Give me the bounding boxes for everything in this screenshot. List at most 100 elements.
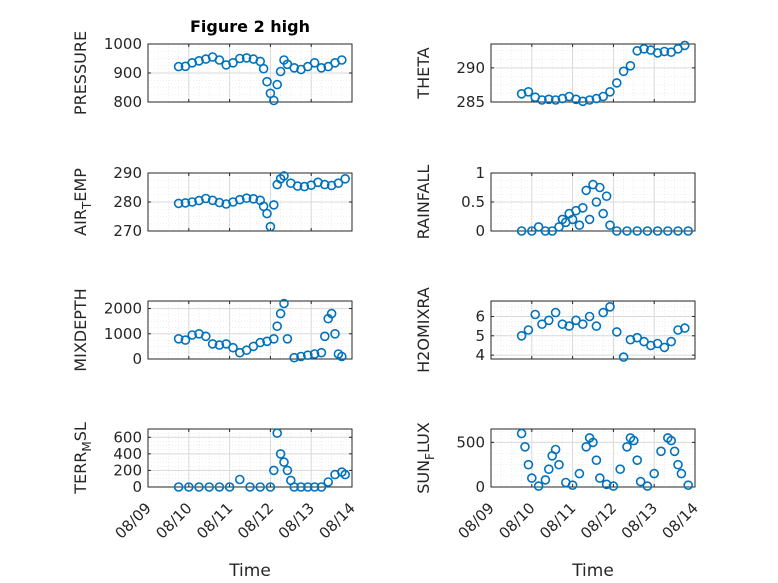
- y-axis-label: AIRTEMP: [71, 168, 94, 236]
- data-point: [265, 482, 276, 492]
- y-tick-label: 900: [113, 64, 142, 82]
- data-point: [567, 480, 578, 491]
- data-point: [601, 191, 612, 201]
- data-point: [567, 214, 578, 225]
- y-tick-label: 400: [113, 445, 142, 463]
- data-point: [584, 95, 595, 105]
- data-point: [540, 475, 551, 485]
- data-point: [309, 57, 320, 68]
- y-tick-label: 0: [132, 478, 142, 496]
- data-point: [272, 428, 283, 438]
- data-point: [615, 464, 626, 475]
- data-point: [652, 48, 663, 58]
- data-point: [302, 350, 313, 361]
- data-point: [289, 63, 300, 73]
- data-point: [550, 444, 561, 455]
- data-point: [245, 482, 255, 492]
- data-point: [608, 481, 619, 491]
- subplot: 800 900 1000 PRESSURE Figure 2 high: [71, 17, 353, 115]
- axes-frame: [147, 300, 353, 360]
- data-point: [533, 481, 544, 491]
- data-point: [601, 479, 612, 490]
- data-point: [577, 203, 588, 213]
- data-point: [173, 61, 184, 72]
- data-point: [340, 469, 351, 480]
- data-point: [622, 226, 632, 236]
- data-point: [520, 441, 530, 452]
- data-point: [611, 327, 622, 337]
- data-point: [605, 301, 615, 312]
- data-point: [289, 352, 300, 363]
- data-point: [571, 315, 581, 326]
- x-axis-label: Time: [228, 561, 271, 581]
- data-point: [605, 220, 615, 230]
- x-tick-label: 08/10: [495, 499, 538, 542]
- y-tick-label: 285: [456, 93, 485, 111]
- data-point: [224, 482, 235, 492]
- data-point: [526, 473, 537, 483]
- data-point: [550, 307, 561, 318]
- data-point: [632, 226, 643, 236]
- data-point: [255, 482, 266, 492]
- y-tick-label: 2000: [104, 300, 142, 318]
- data-point: [262, 76, 272, 87]
- data-point: [584, 214, 595, 225]
- data-point: [265, 221, 276, 232]
- data-point: [547, 226, 558, 236]
- data-point: [605, 87, 615, 97]
- data-point: [333, 178, 344, 188]
- data-point: [673, 459, 683, 470]
- data-point: [173, 198, 184, 209]
- data-point: [628, 435, 639, 446]
- data-point: [173, 333, 184, 344]
- data-point: [296, 351, 306, 362]
- data-point: [235, 474, 245, 485]
- y-tick-label: 270: [113, 222, 142, 240]
- data-point: [639, 336, 649, 347]
- data-point: [632, 455, 643, 466]
- data-point: [598, 307, 609, 318]
- data-point: [336, 55, 347, 65]
- data-point: [537, 319, 547, 330]
- data-point: [652, 226, 663, 236]
- data-point: [618, 66, 629, 77]
- y-tick-label: 290: [113, 164, 142, 182]
- data-point: [268, 333, 279, 344]
- data-point: [214, 340, 225, 350]
- data-point: [279, 171, 289, 181]
- data-point: [683, 480, 694, 491]
- x-tick-label: 08/11: [193, 499, 236, 542]
- data-point: [669, 446, 680, 457]
- data-point: [673, 226, 683, 236]
- data-point: [516, 226, 527, 236]
- y-axis-label: MIXDEPTH: [71, 288, 90, 371]
- data-point: [289, 482, 300, 492]
- data-point: [255, 337, 266, 348]
- data-point: [625, 61, 636, 71]
- data-point: [173, 482, 184, 492]
- x-tick-label: 08/13: [618, 499, 661, 542]
- y-tick-label: 280: [113, 193, 142, 211]
- data-point: [666, 336, 677, 347]
- data-point: [577, 96, 588, 107]
- data-point: [598, 208, 609, 219]
- data-point: [275, 449, 286, 459]
- data-point: [275, 66, 286, 77]
- data-point: [268, 95, 279, 106]
- data-point: [639, 43, 649, 54]
- data-point: [554, 222, 564, 232]
- data-point: [618, 352, 629, 362]
- y-axis-label: THETA: [414, 47, 433, 99]
- data-point: [523, 87, 534, 97]
- y-axis-label: RAINFALL: [414, 165, 433, 240]
- data-point: [543, 464, 554, 475]
- data-point: [554, 459, 564, 470]
- data-point: [241, 53, 252, 63]
- data-point: [530, 309, 541, 320]
- x-axis-label: Time: [571, 561, 614, 581]
- subplot: 285 290 THETA: [414, 40, 696, 111]
- data-point: [214, 482, 225, 492]
- data-point: [543, 94, 554, 105]
- data-point: [679, 323, 690, 333]
- data-point: [581, 441, 592, 452]
